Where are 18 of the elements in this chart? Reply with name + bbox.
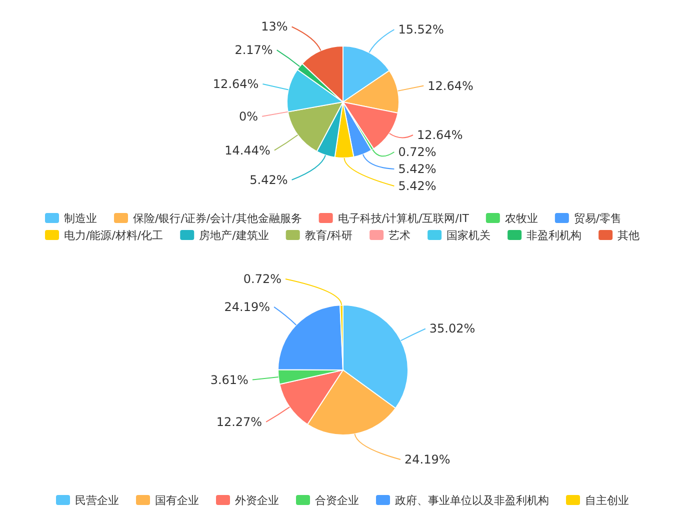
legend-label: 电子科技/计算机/互联网/IT [338,212,470,225]
legend-label: 艺术 [388,229,411,242]
legend-label: 自主创业 [585,494,629,507]
legend-label: 电力/能源/材料/化工 [64,229,164,242]
legend-label: 政府、事业单位以及非盈利机构 [395,494,549,507]
legend-label: 制造业 [64,212,97,225]
legend-label: 教育/科研 [304,229,353,242]
legend-label: 农牧业 [504,212,538,225]
legend-label: 非盈利机构 [526,229,582,242]
legend-label: 其他 [618,229,640,242]
legend-label: 保险/银行/证券/会计/其他金融服务 [133,212,302,225]
legend-label: 民营企业 [75,494,119,507]
legend-label: 合资企业 [315,494,359,507]
legend-label: 贸易/零售 [574,212,622,225]
legend-label: 房地产/建筑业 [199,229,269,242]
legend-label: 国家机关 [446,229,491,242]
legend-label: 国有企业 [155,494,199,507]
legend-label: 外资企业 [235,494,279,507]
